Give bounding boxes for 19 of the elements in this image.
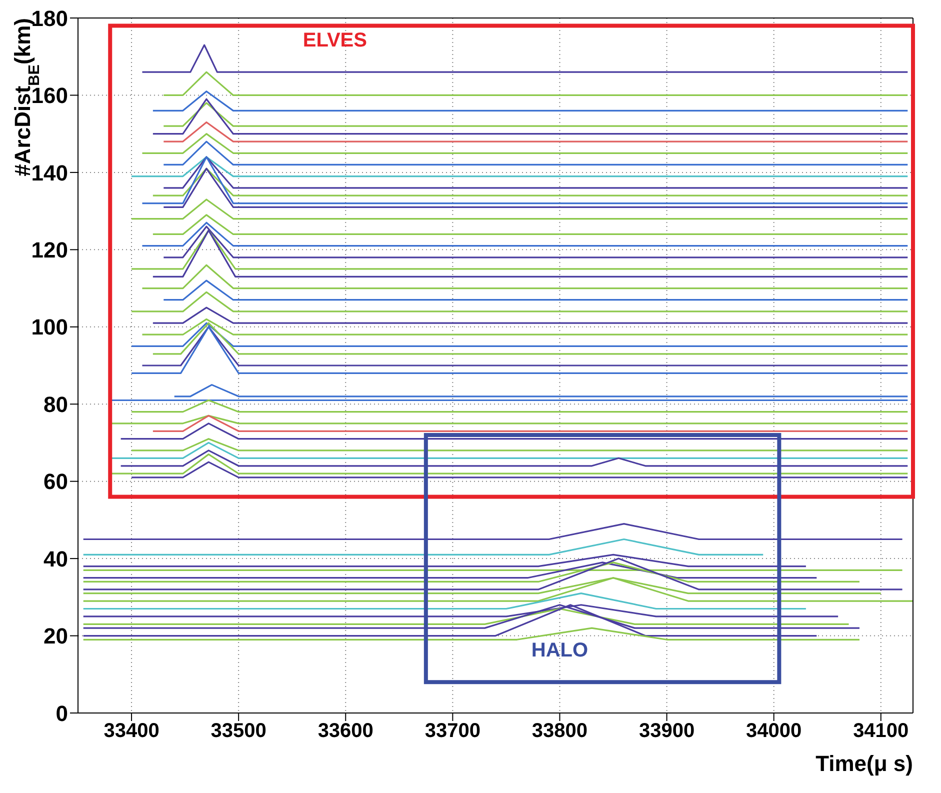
y-tick-label: 40 — [44, 546, 68, 572]
y-tick-label: 0 — [56, 700, 68, 726]
y-tick-label: 140 — [31, 160, 68, 186]
x-tick-label: 34100 — [853, 720, 909, 742]
x-tick-label: 33700 — [424, 720, 480, 742]
y-tick-label: 20 — [44, 624, 68, 649]
y-tick-label: 100 — [31, 314, 68, 340]
x-tick-label: 33500 — [210, 720, 266, 742]
x-tick-label: 33400 — [104, 720, 160, 742]
x-tick-label: 33600 — [318, 720, 374, 742]
y-tick-label: 60 — [44, 469, 68, 494]
x-tick-label: 33800 — [532, 720, 588, 742]
annotation: HALO — [531, 640, 588, 662]
annotation: ELVES — [302, 29, 367, 52]
y-tick-label: 80 — [44, 392, 68, 417]
y-tick-label: 120 — [31, 237, 68, 262]
x-tick-label: 33900 — [638, 720, 695, 742]
x-axis-title: Time(μ s) — [816, 751, 913, 776]
x-tick-label: 34000 — [746, 720, 802, 742]
